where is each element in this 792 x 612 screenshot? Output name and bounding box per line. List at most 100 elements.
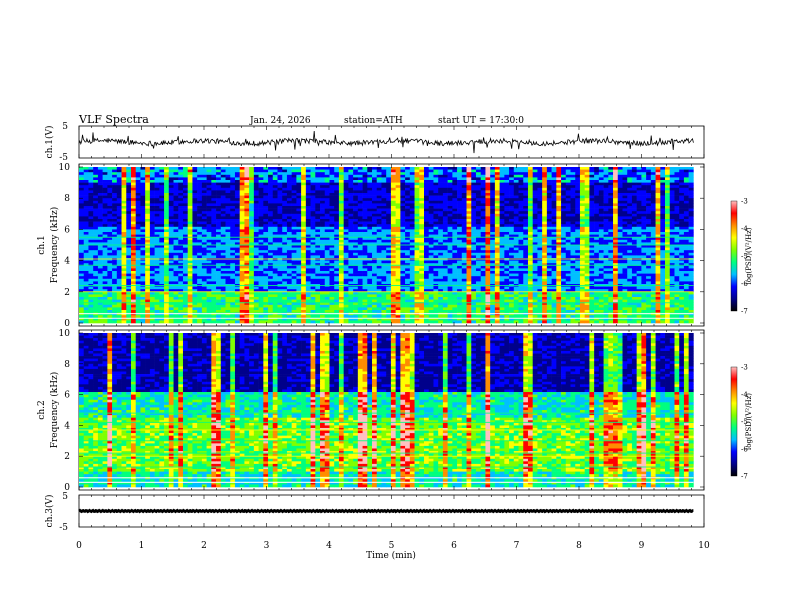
spectrogram-cell [589,232,595,235]
spectrogram-cell [88,208,94,212]
spectrogram-cell [594,213,600,217]
spectrogram-cell [320,187,326,191]
spectrogram-cell [433,242,439,246]
spectrogram-cell [164,203,170,207]
spectrogram-cell [409,247,415,251]
spectrogram-cell [154,263,160,267]
spectrogram-cell [641,180,647,183]
spectrogram-cell [216,185,222,189]
spectrogram-cell [102,263,108,267]
spectrogram-cell [419,169,425,173]
spectrogram-cell [688,221,694,225]
spectrogram-cell [414,237,420,241]
spectrogram-cell [324,211,330,215]
spectrogram-cell [324,182,330,186]
spectrogram-cell [272,216,278,220]
spectrogram-cell [518,216,524,220]
spectrogram-cell [655,172,661,176]
spectrogram-cell [173,206,179,209]
spectrogram-cell [494,182,500,186]
spectrogram-cell [159,263,165,267]
spectrogram-cell [367,185,373,189]
spectrogram-cell [419,216,425,220]
spectrogram-cell [598,187,604,191]
spectrogram-cell [305,226,311,230]
spectrogram-cell [168,167,174,170]
spectrogram-cell [79,247,85,251]
spectrogram-cell [353,203,359,207]
spectrogram-cell [102,180,108,183]
spectrogram-cell [168,219,174,222]
spectrogram-cell [159,208,165,212]
spectrogram-cell [523,242,529,246]
spectrogram-cell [187,252,193,256]
spectrogram-cell [608,232,614,235]
spectrogram-cell [494,211,500,215]
spectrogram-cell [428,180,434,183]
spectrogram-cell [499,219,505,222]
spectrogram-cell [367,226,373,230]
spectrogram-cell [116,247,122,251]
spectrogram-cell [636,180,642,183]
spectrogram-cell [641,190,647,194]
spectrogram-cell [405,211,411,215]
spectrogram-cell [367,239,373,243]
spectrogram-cell [594,187,600,191]
spectrogram-cell [561,226,567,230]
spectrogram-cell [381,187,387,191]
spectrogram-cell [310,247,316,251]
spectrogram-cell [565,260,571,264]
spectrogram-cell [315,200,321,204]
spectrogram-cell [164,198,170,202]
spectrogram-cell [551,180,557,183]
spectrogram-cell [239,190,245,194]
spectrogram-cell [409,206,415,209]
spectrogram-cell [263,180,269,183]
spectrogram-cell [140,182,146,186]
spectrogram-cell [409,239,415,243]
spectrogram-cell [149,250,155,254]
spectrogram-cell [537,203,543,207]
spectrogram-cell [268,239,274,243]
spectrogram-cell [527,229,533,233]
spectrogram-cell [424,198,430,202]
spectrogram-cell [88,247,94,251]
spectrogram-cell [286,203,292,207]
spectrogram-cell [641,208,647,212]
spectrogram-cell [83,195,89,199]
spectrogram-cell [551,174,557,178]
spectrogram-cell [509,226,515,230]
spectrogram-cell [197,250,203,254]
spectrogram-cell [187,169,193,173]
spectrogram-cell [324,167,330,170]
spectrogram-cell [239,195,245,199]
spectrogram-cell [504,195,510,199]
spectrogram-cell [433,172,439,176]
spectrogram-cell [438,237,444,241]
spectrogram-cell [452,200,458,204]
spectrogram-cell [253,206,259,209]
spectrogram-cell [348,198,354,202]
spectrogram-cell [376,182,382,186]
spectrogram-cell [282,213,288,217]
spectrogram-cell [518,234,524,238]
spectrogram-cell [338,185,344,189]
spectrogram-cell [660,229,666,233]
spectrogram-cell [608,252,614,256]
spectrogram-cell [622,213,628,217]
spectrogram-cell [504,229,510,233]
spectrogram-cell [480,208,486,212]
spectrogram-cell [542,260,548,264]
spectrogram-cell [216,187,222,191]
spectrogram-cell [523,211,529,215]
spectrogram-cell [471,172,477,176]
spectrogram-cell [438,203,444,207]
spectrogram-cell [428,190,434,194]
spectrogram-cell [594,169,600,173]
spectrogram-cell [622,200,628,204]
spectrogram-cell [343,250,349,254]
spectrogram-cell [561,180,567,183]
spectrogram-cell [201,169,207,173]
spectrogram-cell [121,229,127,233]
spectrogram-cell [301,177,307,181]
